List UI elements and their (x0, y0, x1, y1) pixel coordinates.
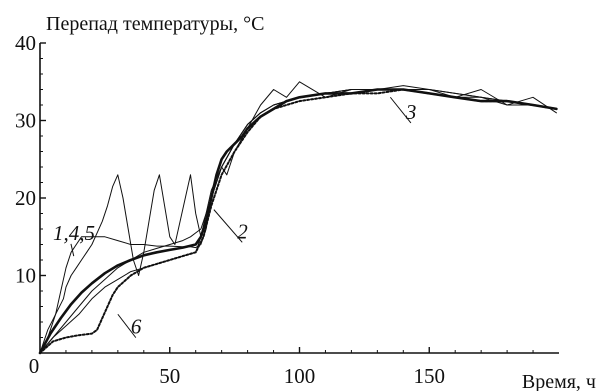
y-tick-label: 30 (15, 109, 36, 133)
x-tick-label: 150 (414, 364, 446, 388)
y-tick-label: 10 (15, 264, 36, 288)
y-tick-label: 40 (15, 31, 36, 55)
annotation-leader (389, 96, 412, 124)
x-axis-title: Время, ч (522, 371, 596, 391)
origin-tick-label: 0 (29, 354, 40, 378)
series-line-5 (39, 89, 557, 354)
ticks-layer: 0 10 20 30 40 50 100 150 (15, 31, 534, 388)
series-line-1 (39, 81, 557, 354)
curve-label-2: 2 (237, 219, 248, 243)
x-tick-label: 100 (284, 364, 316, 388)
series-line-3 (39, 88, 558, 354)
series-layer (38, 81, 558, 355)
annotation-leader (117, 313, 137, 338)
curve-label-4: 6 (131, 315, 142, 339)
annotation-layer: 1,4,5 2 3 6 (53, 96, 417, 339)
y-tick-label: 20 (15, 186, 36, 210)
series-line-4 (39, 85, 557, 354)
annotation-leader (213, 209, 243, 243)
curve-label-1: 1,4,5 (53, 221, 95, 245)
curve-label-3: 3 (405, 100, 417, 124)
series-line-2 (38, 88, 558, 355)
annotation-leader (70, 243, 75, 257)
x-tick-label: 50 (159, 364, 180, 388)
y-axis-title: Перепад температуры, °C (46, 13, 264, 35)
series-line-6 (39, 89, 557, 354)
